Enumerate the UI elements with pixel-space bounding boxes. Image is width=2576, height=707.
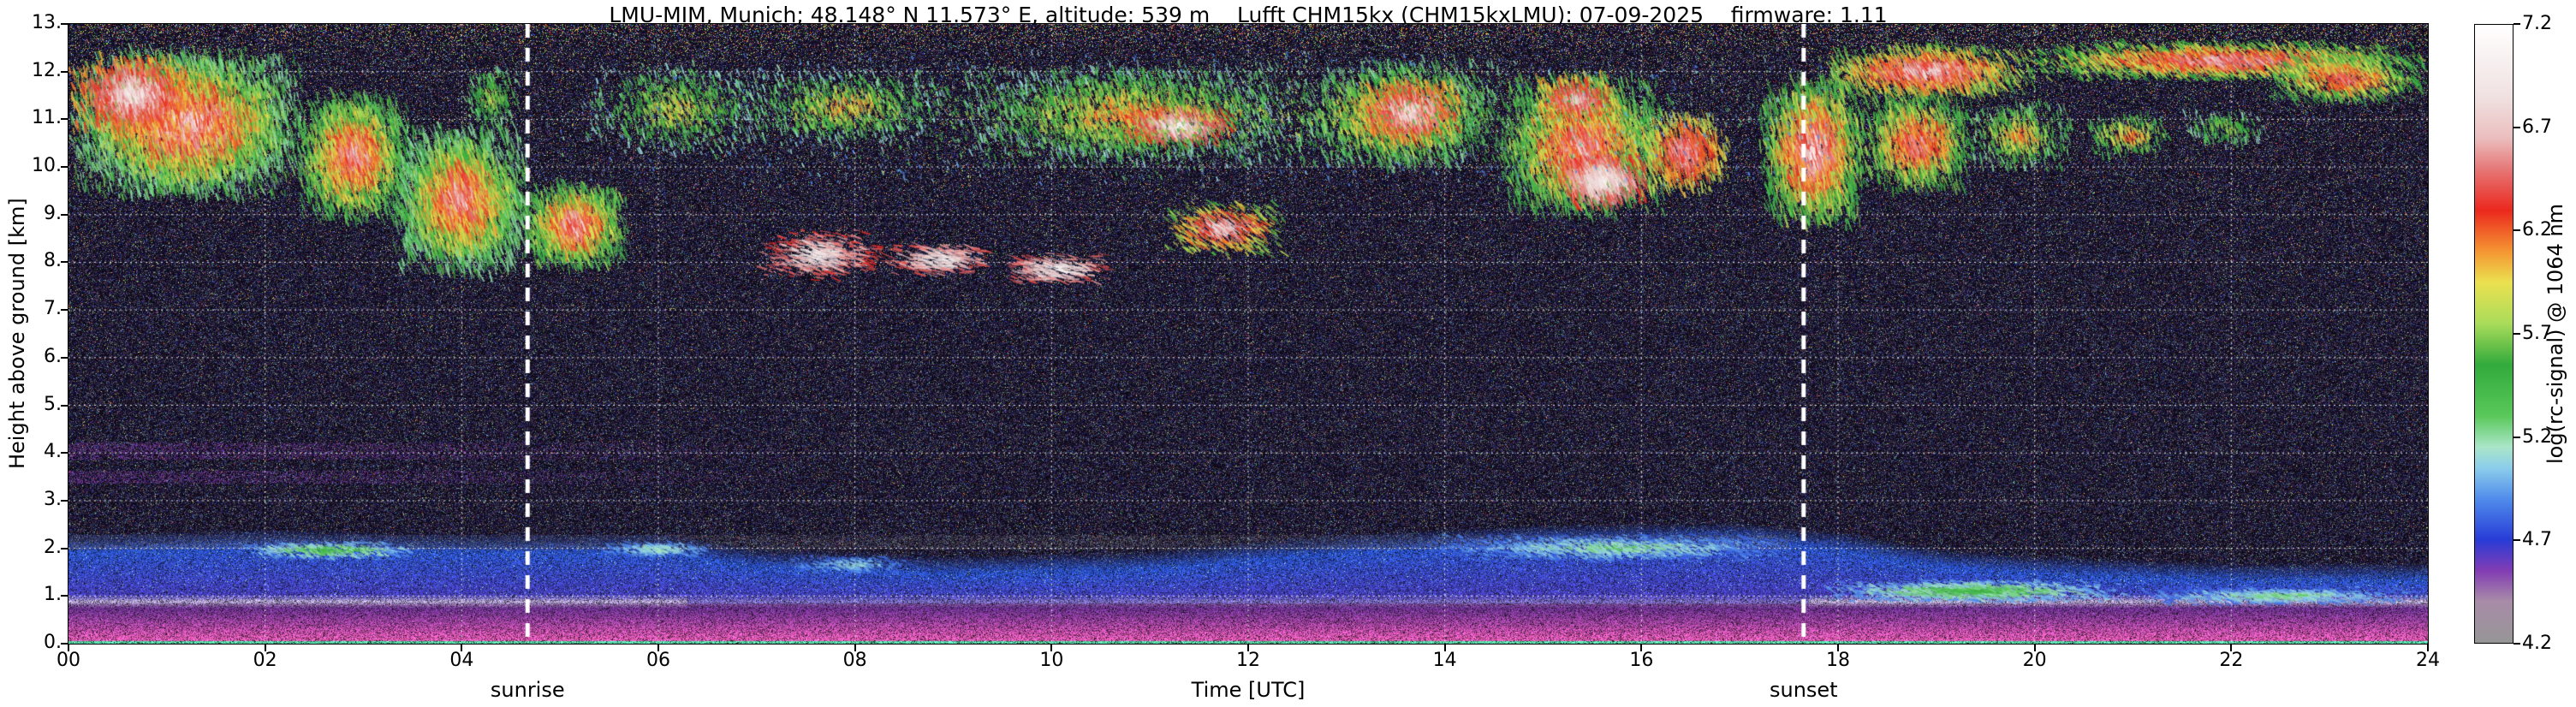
x-tick-label: 20 [2005,650,2065,671]
y-tick-mark [61,548,68,550]
colorbar-tick-mark [2514,539,2520,541]
y-tick-mark [61,500,68,502]
y-tick-mark [61,261,68,263]
colorbar-tick-mark [2514,23,2520,25]
x-tick-label: 08 [825,650,885,671]
x-tick-label: 18 [1808,650,1868,671]
colorbar-tick-mark [2514,643,2520,645]
colorbar-tick-mark [2514,333,2520,335]
colorbar-tick-label: 5.7 [2522,323,2552,344]
x-tick-mark [657,644,659,651]
x-tick-mark [2427,644,2429,651]
x-tick-label: 14 [1415,650,1475,671]
y-tick-label: 1. [2,584,62,605]
y-tick-label: 8. [2,250,62,271]
x-tick-label: 12 [1218,650,1278,671]
y-tick-label: 12. [2,60,62,81]
x-tick-mark [1640,644,1642,651]
y-tick-mark [61,166,68,168]
y-tick-mark [61,309,68,311]
x-tick-label: 06 [628,650,688,671]
x-tick-mark [1247,644,1249,651]
x-tick-mark [2034,644,2036,651]
y-tick-mark [61,452,68,454]
y-tick-label: 5. [2,394,62,415]
y-tick-label: 10. [2,155,62,176]
y-tick-mark [61,405,68,407]
colorbar-tick-label: 7.2 [2522,13,2552,34]
y-tick-mark [61,595,68,597]
y-tick-label: 3. [2,489,62,510]
y-tick-mark [61,357,68,359]
colorbar-tick-label: 4.7 [2522,529,2552,550]
y-tick-label: 4. [2,441,62,462]
y-tick-mark [61,118,68,120]
x-tick-label: 04 [431,650,491,671]
y-tick-mark [61,214,68,216]
x-tick-mark [1050,644,1052,651]
sunrise-label: sunrise [476,678,579,702]
x-tick-label: 02 [235,650,295,671]
x-tick-mark [2230,644,2232,651]
x-tick-mark [1837,644,1839,651]
x-tick-label: 10 [1021,650,1081,671]
x-tick-label: 24 [2398,650,2458,671]
colorbar-gradient [2474,24,2514,644]
y-tick-label: 7. [2,298,62,319]
x-tick-label: 00 [39,650,98,671]
colorbar-tick-mark [2514,127,2520,128]
y-tick-mark [61,71,68,73]
x-tick-mark [461,644,462,651]
x-tick-mark [265,644,266,651]
x-axis-label: Time [UTC] [68,678,2428,702]
y-tick-label: 2. [2,537,62,558]
x-tick-mark [68,644,69,651]
colorbar-tick-label: 5.2 [2522,426,2552,448]
colorbar-tick-mark [2514,229,2520,231]
x-tick-mark [1444,644,1446,651]
ceilometer-quicklook-figure: LMU-MIM, Munich; 48.148° N 11.573° E, al… [0,0,2576,707]
colorbar-tick-label: 6.7 [2522,116,2552,138]
sunset-label: sunset [1752,678,1855,702]
y-tick-mark [61,23,68,25]
y-tick-label: 11. [2,107,62,128]
x-tick-mark [854,644,856,651]
colorbar-tick-mark [2514,437,2520,438]
heatmap-canvas [68,24,2428,644]
y-tick-label: 9. [2,203,62,224]
colorbar-tick-label: 4.2 [2522,633,2552,654]
colorbar-tick-label: 6.2 [2522,219,2552,241]
x-tick-label: 22 [2201,650,2261,671]
y-tick-label: 13. [2,12,62,33]
y-tick-label: 6. [2,346,62,367]
x-tick-label: 16 [1611,650,1671,671]
